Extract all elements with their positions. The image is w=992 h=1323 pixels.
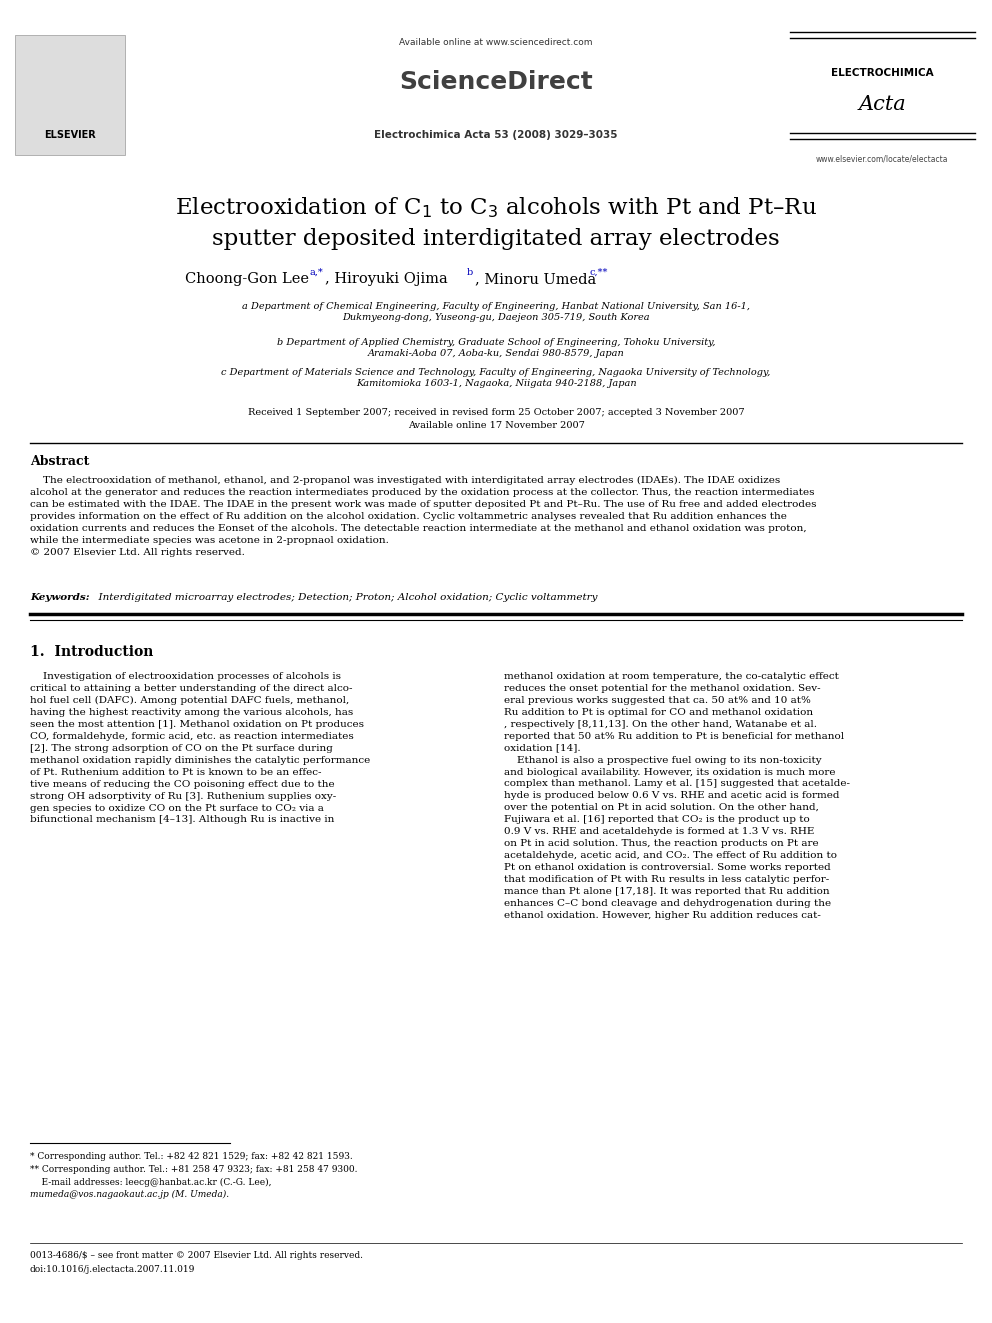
Text: c,**: c,**: [590, 269, 608, 277]
Text: a,*: a,*: [310, 269, 323, 277]
Text: doi:10.1016/j.electacta.2007.11.019: doi:10.1016/j.electacta.2007.11.019: [30, 1265, 195, 1274]
Text: E-mail addresses: leecg@hanbat.ac.kr (C.-G. Lee),: E-mail addresses: leecg@hanbat.ac.kr (C.…: [30, 1177, 272, 1187]
Text: 1.  Introduction: 1. Introduction: [30, 646, 154, 659]
Text: Available online at www.sciencedirect.com: Available online at www.sciencedirect.co…: [399, 38, 593, 48]
Text: Investigation of electrooxidation processes of alcohols is
critical to attaining: Investigation of electrooxidation proces…: [30, 672, 370, 824]
Text: Received 1 September 2007; received in revised form 25 October 2007; accepted 3 : Received 1 September 2007; received in r…: [248, 407, 744, 430]
Text: b: b: [467, 269, 473, 277]
Text: ELSEVIER: ELSEVIER: [44, 130, 96, 140]
Text: Electrochimica Acta 53 (2008) 3029–3035: Electrochimica Acta 53 (2008) 3029–3035: [374, 130, 618, 140]
Text: Choong-Gon Lee: Choong-Gon Lee: [185, 273, 309, 286]
Text: 0013-4686/$ – see front matter © 2007 Elsevier Ltd. All rights reserved.: 0013-4686/$ – see front matter © 2007 El…: [30, 1252, 363, 1259]
Text: Keywords:: Keywords:: [30, 593, 89, 602]
Text: Electrooxidation of C$_1$ to C$_3$ alcohols with Pt and Pt–Ru
sputter deposited : Electrooxidation of C$_1$ to C$_3$ alcoh…: [175, 194, 817, 250]
Text: Interdigitated microarray electrodes; Detection; Proton; Alcohol oxidation; Cycl: Interdigitated microarray electrodes; De…: [92, 593, 597, 602]
Text: Abstract: Abstract: [30, 455, 89, 468]
Text: a Department of Chemical Engineering, Faculty of Engineering, Hanbat National Un: a Department of Chemical Engineering, Fa…: [242, 302, 750, 323]
Text: , Hiroyuki Ojima: , Hiroyuki Ojima: [325, 273, 447, 286]
Text: ELECTROCHIMICA: ELECTROCHIMICA: [830, 67, 933, 78]
Text: * Corresponding author. Tel.: +82 42 821 1529; fax: +82 42 821 1593.: * Corresponding author. Tel.: +82 42 821…: [30, 1152, 353, 1162]
Text: , Minoru Umeda: , Minoru Umeda: [475, 273, 596, 286]
Text: ** Corresponding author. Tel.: +81 258 47 9323; fax: +81 258 47 9300.: ** Corresponding author. Tel.: +81 258 4…: [30, 1166, 357, 1174]
Text: mumeda@vos.nagaokaut.ac.jp (M. Umeda).: mumeda@vos.nagaokaut.ac.jp (M. Umeda).: [30, 1189, 229, 1199]
Text: Acta: Acta: [858, 95, 906, 114]
Text: c Department of Materials Science and Technology, Faculty of Engineering, Nagaok: c Department of Materials Science and Te…: [221, 368, 771, 389]
Text: www.elsevier.com/locate/electacta: www.elsevier.com/locate/electacta: [815, 155, 948, 164]
Text: The electrooxidation of methanol, ethanol, and 2-propanol was investigated with : The electrooxidation of methanol, ethano…: [30, 476, 816, 557]
Text: b Department of Applied Chemistry, Graduate School of Engineering, Tohoku Univer: b Department of Applied Chemistry, Gradu…: [277, 337, 715, 359]
Text: ScienceDirect: ScienceDirect: [399, 70, 593, 94]
Text: methanol oxidation at room temperature, the co-catalytic effect
reduces the onse: methanol oxidation at room temperature, …: [504, 672, 850, 919]
Bar: [15, 34, 125, 155]
